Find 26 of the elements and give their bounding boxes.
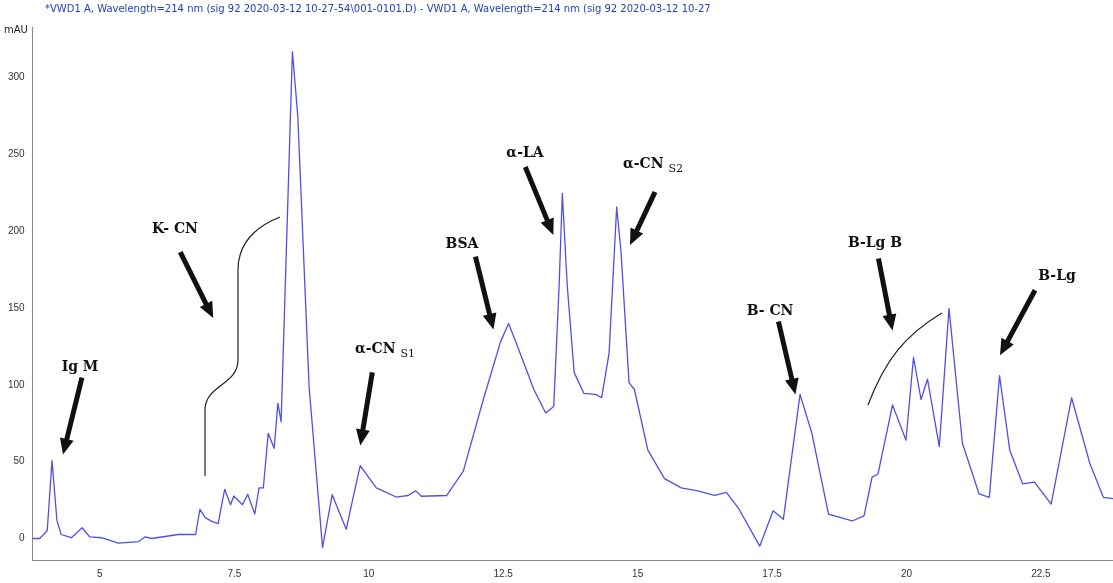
- y-tick-label: 200: [8, 225, 26, 237]
- annotation: B- CN: [746, 302, 794, 318]
- chart-title: *VWD1 A, Wavelength=214 nm (sig 92 2020-03-12 10-27-54\001-0101.D) - VWD1 A, Wavelength=214 nm (sig 92 2020-03-12 10-27: [45, 3, 711, 14]
- y-tick-label: 50: [13, 455, 26, 467]
- x-tick-label: 7.5: [227, 567, 242, 579]
- x-tick-label: 22.5: [1031, 567, 1052, 579]
- x-tick-label: 10: [363, 567, 375, 579]
- x-tick-label: 5: [97, 567, 104, 579]
- annotation: Ig M: [61, 358, 99, 374]
- x-tick-label: 15: [632, 567, 644, 579]
- annotation: α-CN $_{S1}$: [355, 340, 415, 360]
- y-axis-title: mAU: [4, 24, 28, 35]
- y-tick-label: 300: [8, 71, 26, 83]
- annotation: α-LA: [506, 144, 544, 160]
- annotation: K- CN: [152, 220, 198, 236]
- y-tick-label: 250: [8, 148, 26, 160]
- x-tick-label: 12.5: [493, 567, 514, 579]
- y-tick-label: 150: [8, 301, 26, 313]
- annotation: α-CN $_{S2}$: [623, 155, 683, 175]
- annotation: B-Lg B: [847, 234, 903, 250]
- x-tick-label: 17.5: [762, 567, 783, 579]
- y-tick-label: 100: [8, 378, 26, 390]
- annotation: BSA: [445, 235, 479, 251]
- annotation: B-Lg: [1038, 267, 1076, 283]
- x-tick-label: 20: [900, 567, 913, 579]
- y-tick-label: 0: [19, 532, 26, 544]
